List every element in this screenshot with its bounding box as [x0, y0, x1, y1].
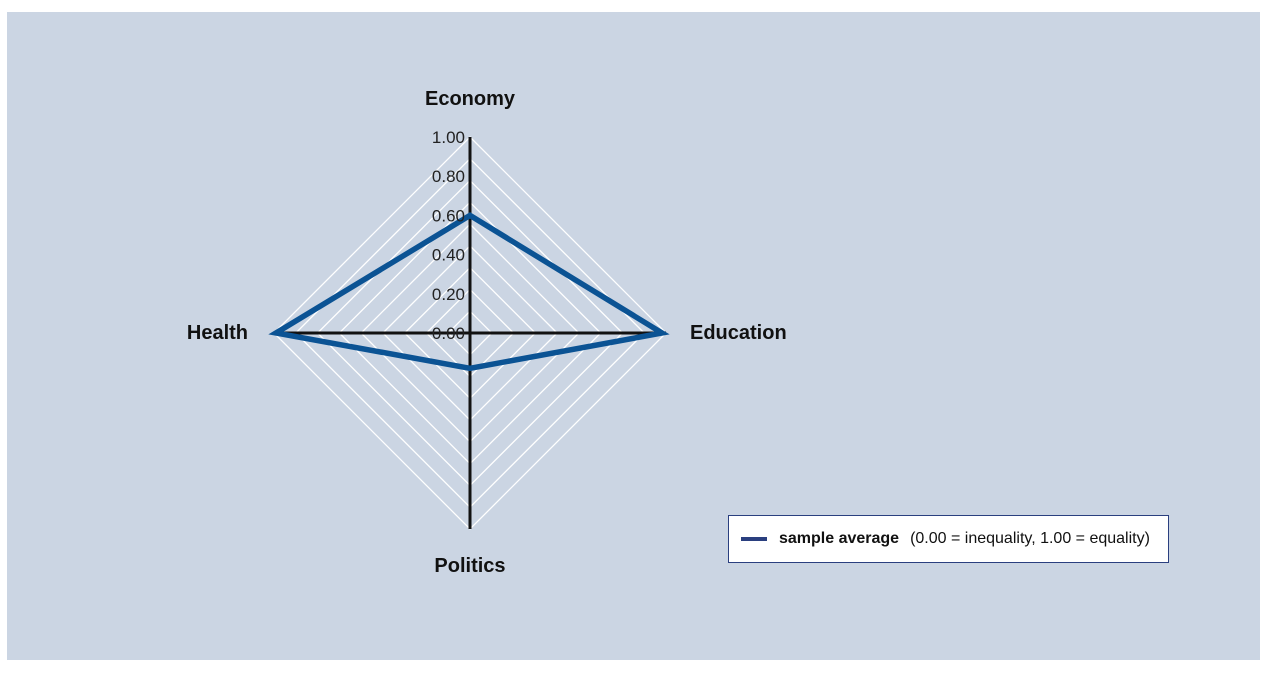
tick-label: 0.40	[432, 246, 465, 265]
tick-label: 0.80	[432, 167, 465, 186]
axis-label-politics: Politics	[434, 555, 505, 577]
axis-label-health: Health	[187, 322, 248, 344]
tick-label: 0.20	[432, 285, 465, 304]
legend-series-label: sample average	[779, 530, 900, 547]
series-polygon	[268, 212, 670, 372]
legend-note: (0.00 = inequality, 1.00 = equality)	[910, 530, 1150, 547]
axis-label-education: Education	[690, 322, 787, 344]
radar-tick-labels: 0.00 0.20 0.40 0.60 0.80 1.00	[432, 128, 465, 343]
tick-label: 0.00	[432, 324, 465, 343]
chart-legend: sample average (0.00 = inequality, 1.00 …	[728, 515, 1169, 563]
axis-label-economy: Economy	[425, 88, 516, 110]
tick-label: 1.00	[432, 128, 465, 147]
legend-swatch	[741, 537, 767, 541]
radar-axes	[274, 137, 666, 529]
tick-label: 0.60	[432, 206, 465, 225]
radar-series	[268, 212, 670, 372]
